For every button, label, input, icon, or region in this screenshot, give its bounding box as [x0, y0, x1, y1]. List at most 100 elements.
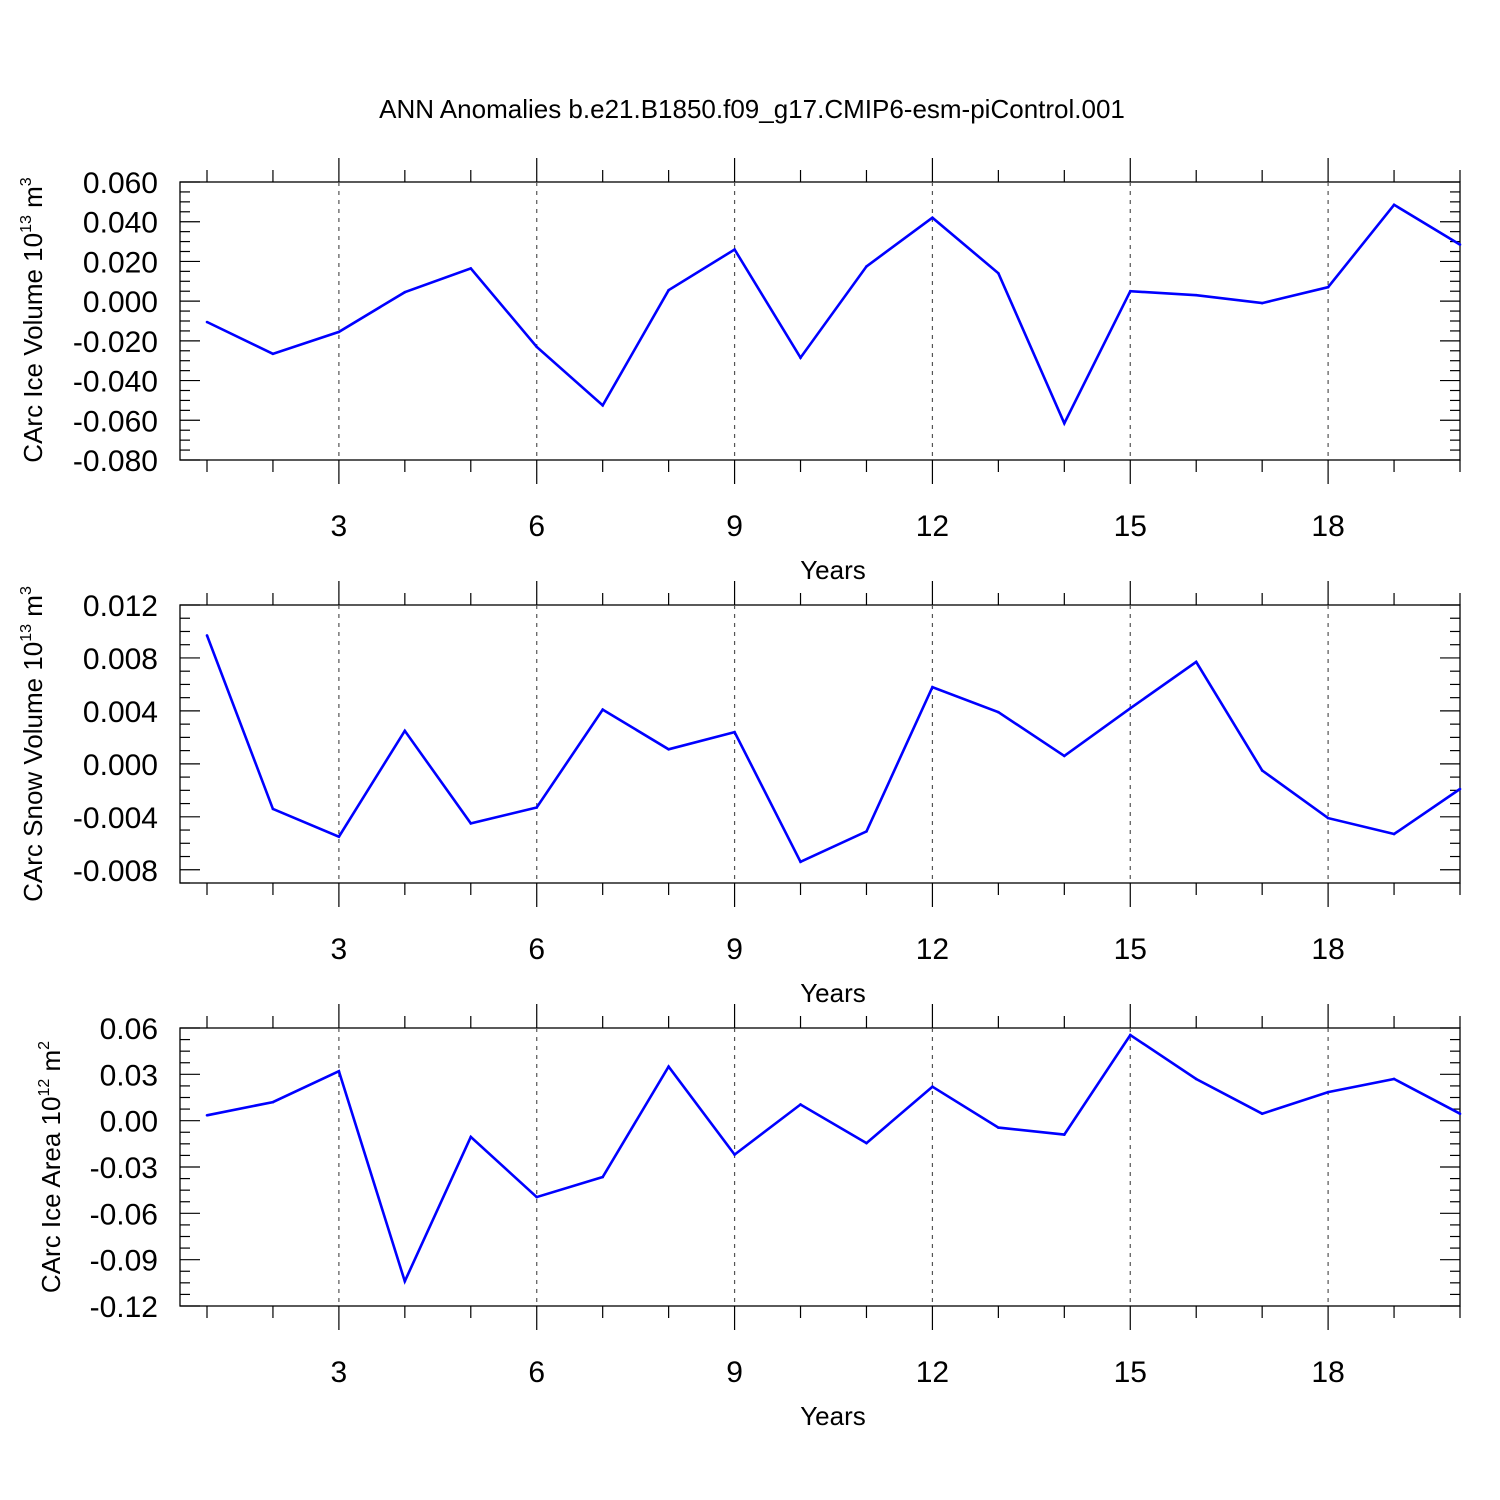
y-tick-label: 0.012 — [83, 590, 158, 623]
chart-panels: 3 6 9 12 15 18 Years -0.080 -0.060 -0.040 -0.020 0.… — [18, 158, 1462, 1431]
data-point — [1326, 816, 1330, 820]
data-point — [601, 1175, 604, 1179]
figure-title: ANN Anomalies b.e21.B1850.f09_g17.CMIP6-… — [379, 94, 1125, 124]
data-point — [271, 1100, 275, 1104]
data-point — [931, 216, 934, 220]
plot-frame — [179, 1027, 1461, 1307]
y-tick-label: -0.06 — [90, 1198, 158, 1231]
y-tick-label: 0.06 — [100, 1013, 158, 1046]
data-point — [1458, 787, 1462, 791]
y-tick-label: -0.03 — [90, 1152, 158, 1185]
x-axis-label: Years — [800, 555, 866, 585]
data-point — [931, 685, 934, 689]
data-point — [535, 1195, 539, 1199]
data-point — [667, 288, 670, 292]
data-point — [1392, 203, 1396, 207]
x-tick-label-18: 18 — [1311, 933, 1344, 966]
y-axis-label-unit-exponent: 2 — [36, 1041, 53, 1050]
data-point — [1128, 289, 1132, 293]
data-point — [1392, 832, 1396, 836]
data-point — [1260, 301, 1264, 305]
data-point — [1063, 1133, 1066, 1136]
x-tick-label-12: 12 — [916, 933, 949, 966]
plot-frame — [179, 181, 1461, 461]
data-point — [403, 729, 407, 733]
data-point — [337, 835, 341, 838]
data-point — [337, 330, 341, 334]
y-axis-label-exponent: 12 — [36, 1079, 53, 1097]
y-axis-label-text: CArc Ice Area 10 — [36, 1097, 66, 1294]
y-tick-label: -0.004 — [73, 802, 158, 835]
y-axis-label-unit: m — [36, 1050, 66, 1079]
data-point — [997, 710, 1000, 714]
y-axis-label-text: CArc Snow Volume 10 — [18, 642, 48, 902]
data-point — [469, 1135, 473, 1139]
data-point — [1128, 1033, 1132, 1037]
y-tick-label: -0.020 — [73, 326, 158, 359]
data-point — [403, 290, 407, 294]
data-series-line — [205, 634, 1461, 864]
data-point — [535, 345, 539, 349]
x-tick-label-3: 3 — [331, 933, 348, 966]
data-point — [403, 1279, 407, 1283]
x-tick-label-9: 9 — [726, 1356, 743, 1389]
y-tick-label: 0.00 — [100, 1106, 158, 1139]
y-tick-label: 0.008 — [83, 643, 158, 676]
data-point — [865, 830, 868, 833]
x-tick-label-9: 9 — [726, 933, 743, 966]
y-tick-label: 0.020 — [83, 246, 158, 279]
x-tick-label-9: 9 — [726, 510, 743, 543]
data-point — [205, 320, 209, 324]
x-tick-label-3: 3 — [331, 510, 348, 543]
y-tick-label: -0.008 — [73, 855, 158, 888]
chart-panel-3: 3 6 9 12 15 18 Years -0.12 -0.09 -0.06 -0.03 0.00 0.… — [36, 1004, 1462, 1431]
x-axis-label: Years — [800, 978, 866, 1008]
data-point — [799, 356, 802, 360]
data-point — [931, 1085, 934, 1088]
y-tick-label: -0.12 — [90, 1291, 158, 1324]
y-tick-label: 0.000 — [83, 286, 158, 319]
y-axis-label-unit: m — [18, 595, 48, 624]
data-series-line — [206, 1033, 1461, 1285]
data-point — [271, 807, 275, 811]
data-point — [733, 248, 736, 251]
data-point — [667, 747, 670, 751]
data-point — [1260, 1112, 1264, 1116]
y-axis-label: CArc Ice Volume 1013 m3 — [18, 177, 48, 462]
data-point — [337, 1069, 341, 1073]
data-point — [733, 730, 736, 734]
data-point — [1326, 1090, 1330, 1094]
data-point — [601, 404, 604, 407]
x-tick-label-3: 3 — [331, 1356, 348, 1389]
data-point — [469, 267, 473, 270]
data-point — [535, 806, 539, 809]
data-point — [799, 1103, 802, 1106]
data-point — [1458, 243, 1462, 246]
data-point — [667, 1065, 670, 1068]
y-axis-label: CArc Snow Volume 1013 m3 — [18, 586, 48, 902]
data-point — [601, 708, 604, 711]
data-point — [205, 1113, 209, 1117]
data-point — [1128, 706, 1132, 710]
data-point — [1063, 754, 1066, 758]
y-tick-label: 0.040 — [83, 207, 158, 240]
y-axis-label-exponent: 13 — [18, 624, 35, 642]
x-tick-label-15: 15 — [1114, 510, 1147, 543]
y-tick-label: -0.09 — [90, 1245, 158, 1278]
y-axis-label-exponent: 13 — [18, 215, 35, 233]
data-point — [1194, 1077, 1198, 1081]
x-tick-label-18: 18 — [1311, 1356, 1344, 1389]
data-point — [1194, 293, 1198, 297]
y-axis-label-unit-exponent: 3 — [18, 177, 35, 186]
x-tick-label-12: 12 — [916, 510, 949, 543]
data-point — [271, 352, 275, 356]
chart-panel-2: 3 6 9 12 15 18 Years -0.008 -0.004 0.000 0.004 0.00… — [18, 581, 1462, 1008]
data-point — [865, 1141, 868, 1145]
data-point — [1063, 421, 1066, 425]
data-series-line — [206, 203, 1461, 427]
chart-panel-1: 3 6 9 12 15 18 Years -0.080 -0.060 -0.040 -0.020 0.… — [18, 158, 1462, 585]
y-tick-label: 0.004 — [83, 696, 158, 729]
data-point — [997, 1126, 1000, 1129]
data-point — [799, 860, 802, 864]
x-tick-label-15: 15 — [1114, 1356, 1147, 1389]
